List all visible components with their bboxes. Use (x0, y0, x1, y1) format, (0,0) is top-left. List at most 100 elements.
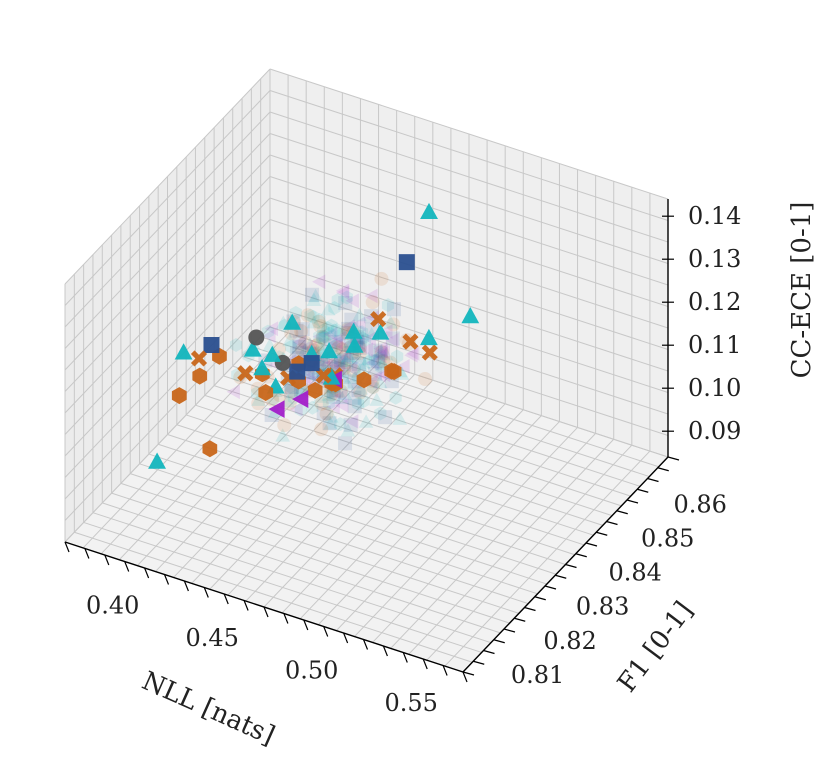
background-point (341, 357, 354, 372)
background-point (340, 423, 356, 437)
background-point (302, 337, 318, 351)
x-tick-label: 0.55 (384, 689, 437, 717)
grid-line (64, 283, 271, 500)
background-point (373, 344, 389, 358)
grid-line (269, 305, 669, 436)
grid-line (408, 438, 615, 655)
background-point (355, 361, 370, 376)
triangle-data-point (320, 342, 338, 359)
y-tick-mark (473, 660, 485, 665)
background-point (373, 341, 387, 356)
triangle-left-data-point (268, 400, 285, 418)
background-point (348, 360, 361, 375)
background-point (372, 368, 386, 383)
background-point (312, 329, 326, 344)
background-point (364, 288, 378, 304)
background-point (320, 302, 336, 316)
background-point (385, 331, 400, 346)
background-point (282, 333, 297, 347)
background-point (335, 283, 350, 299)
triangle-data-point (263, 345, 282, 362)
background-point (284, 326, 299, 341)
background-point (314, 396, 329, 411)
y-tick-mark (524, 606, 536, 612)
background-point (374, 345, 389, 360)
background-point (391, 349, 404, 364)
y-tick-mark (637, 488, 649, 493)
background-point (332, 331, 346, 346)
background-point (352, 356, 367, 371)
background-point (383, 315, 398, 329)
triangle-data-point (461, 307, 480, 324)
background-point (362, 331, 376, 347)
background-point (372, 375, 388, 389)
grid-line (426, 444, 633, 661)
y-tick-label: 0.85 (641, 524, 694, 552)
circle-data-point (248, 329, 265, 346)
background-point (328, 323, 341, 338)
grid-line (204, 394, 603, 526)
background-point (392, 411, 408, 425)
background-point (334, 353, 347, 368)
background-point (306, 292, 322, 306)
background-point (319, 406, 334, 421)
background-point (326, 399, 340, 414)
y-tick-mark (493, 639, 505, 644)
y-tick-label: 0.83 (576, 593, 629, 621)
z-tick-label: 0.12 (688, 288, 741, 316)
square-data-point (289, 363, 306, 380)
triangle-data-point (148, 452, 166, 469)
grid-line (64, 68, 271, 285)
background-point (347, 399, 362, 414)
grid-line (372, 427, 578, 643)
grid-line (269, 262, 669, 393)
background-point (251, 396, 266, 411)
hexagon-data-point (307, 381, 323, 399)
x-data-point (190, 350, 208, 367)
y-tick-mark (596, 531, 608, 536)
grid-line (281, 397, 488, 614)
square-data-point (303, 355, 320, 372)
background-point (317, 323, 330, 338)
background-point (339, 349, 354, 364)
x-tick-mark (462, 671, 468, 683)
x-tick-mark (402, 652, 408, 663)
background-point (365, 295, 380, 310)
background-point (366, 354, 380, 370)
square-data-point (203, 337, 220, 354)
background-point (328, 334, 343, 349)
grid-line (269, 68, 669, 200)
background-point (322, 416, 337, 431)
background-point (264, 321, 278, 337)
grid-line (317, 409, 524, 626)
background-point (330, 351, 346, 365)
grid-line (195, 404, 594, 536)
background-point (331, 354, 346, 370)
background-point (324, 326, 338, 342)
y-tick-label: 0.81 (511, 661, 564, 689)
x-tick-mark (303, 619, 309, 631)
z-tick-label: 0.10 (688, 374, 741, 402)
x-tick-mark (382, 645, 388, 657)
background-point (353, 385, 368, 400)
background-point (359, 333, 372, 347)
background-point (306, 315, 322, 329)
grid-line (64, 90, 271, 306)
grid-line (269, 283, 669, 415)
grid-line (354, 421, 560, 637)
background-point (357, 394, 370, 409)
grid-line (64, 262, 271, 478)
x-axis-label: NLL [nats] (137, 666, 279, 751)
grid-line (269, 176, 669, 307)
grid-line (269, 219, 669, 350)
background-point (374, 271, 389, 286)
background-point (352, 308, 367, 322)
background-point (335, 342, 350, 357)
background-point (336, 285, 350, 301)
grid-line (64, 176, 271, 392)
background-point (374, 406, 387, 421)
background-point (295, 322, 310, 337)
background-point (285, 339, 298, 354)
